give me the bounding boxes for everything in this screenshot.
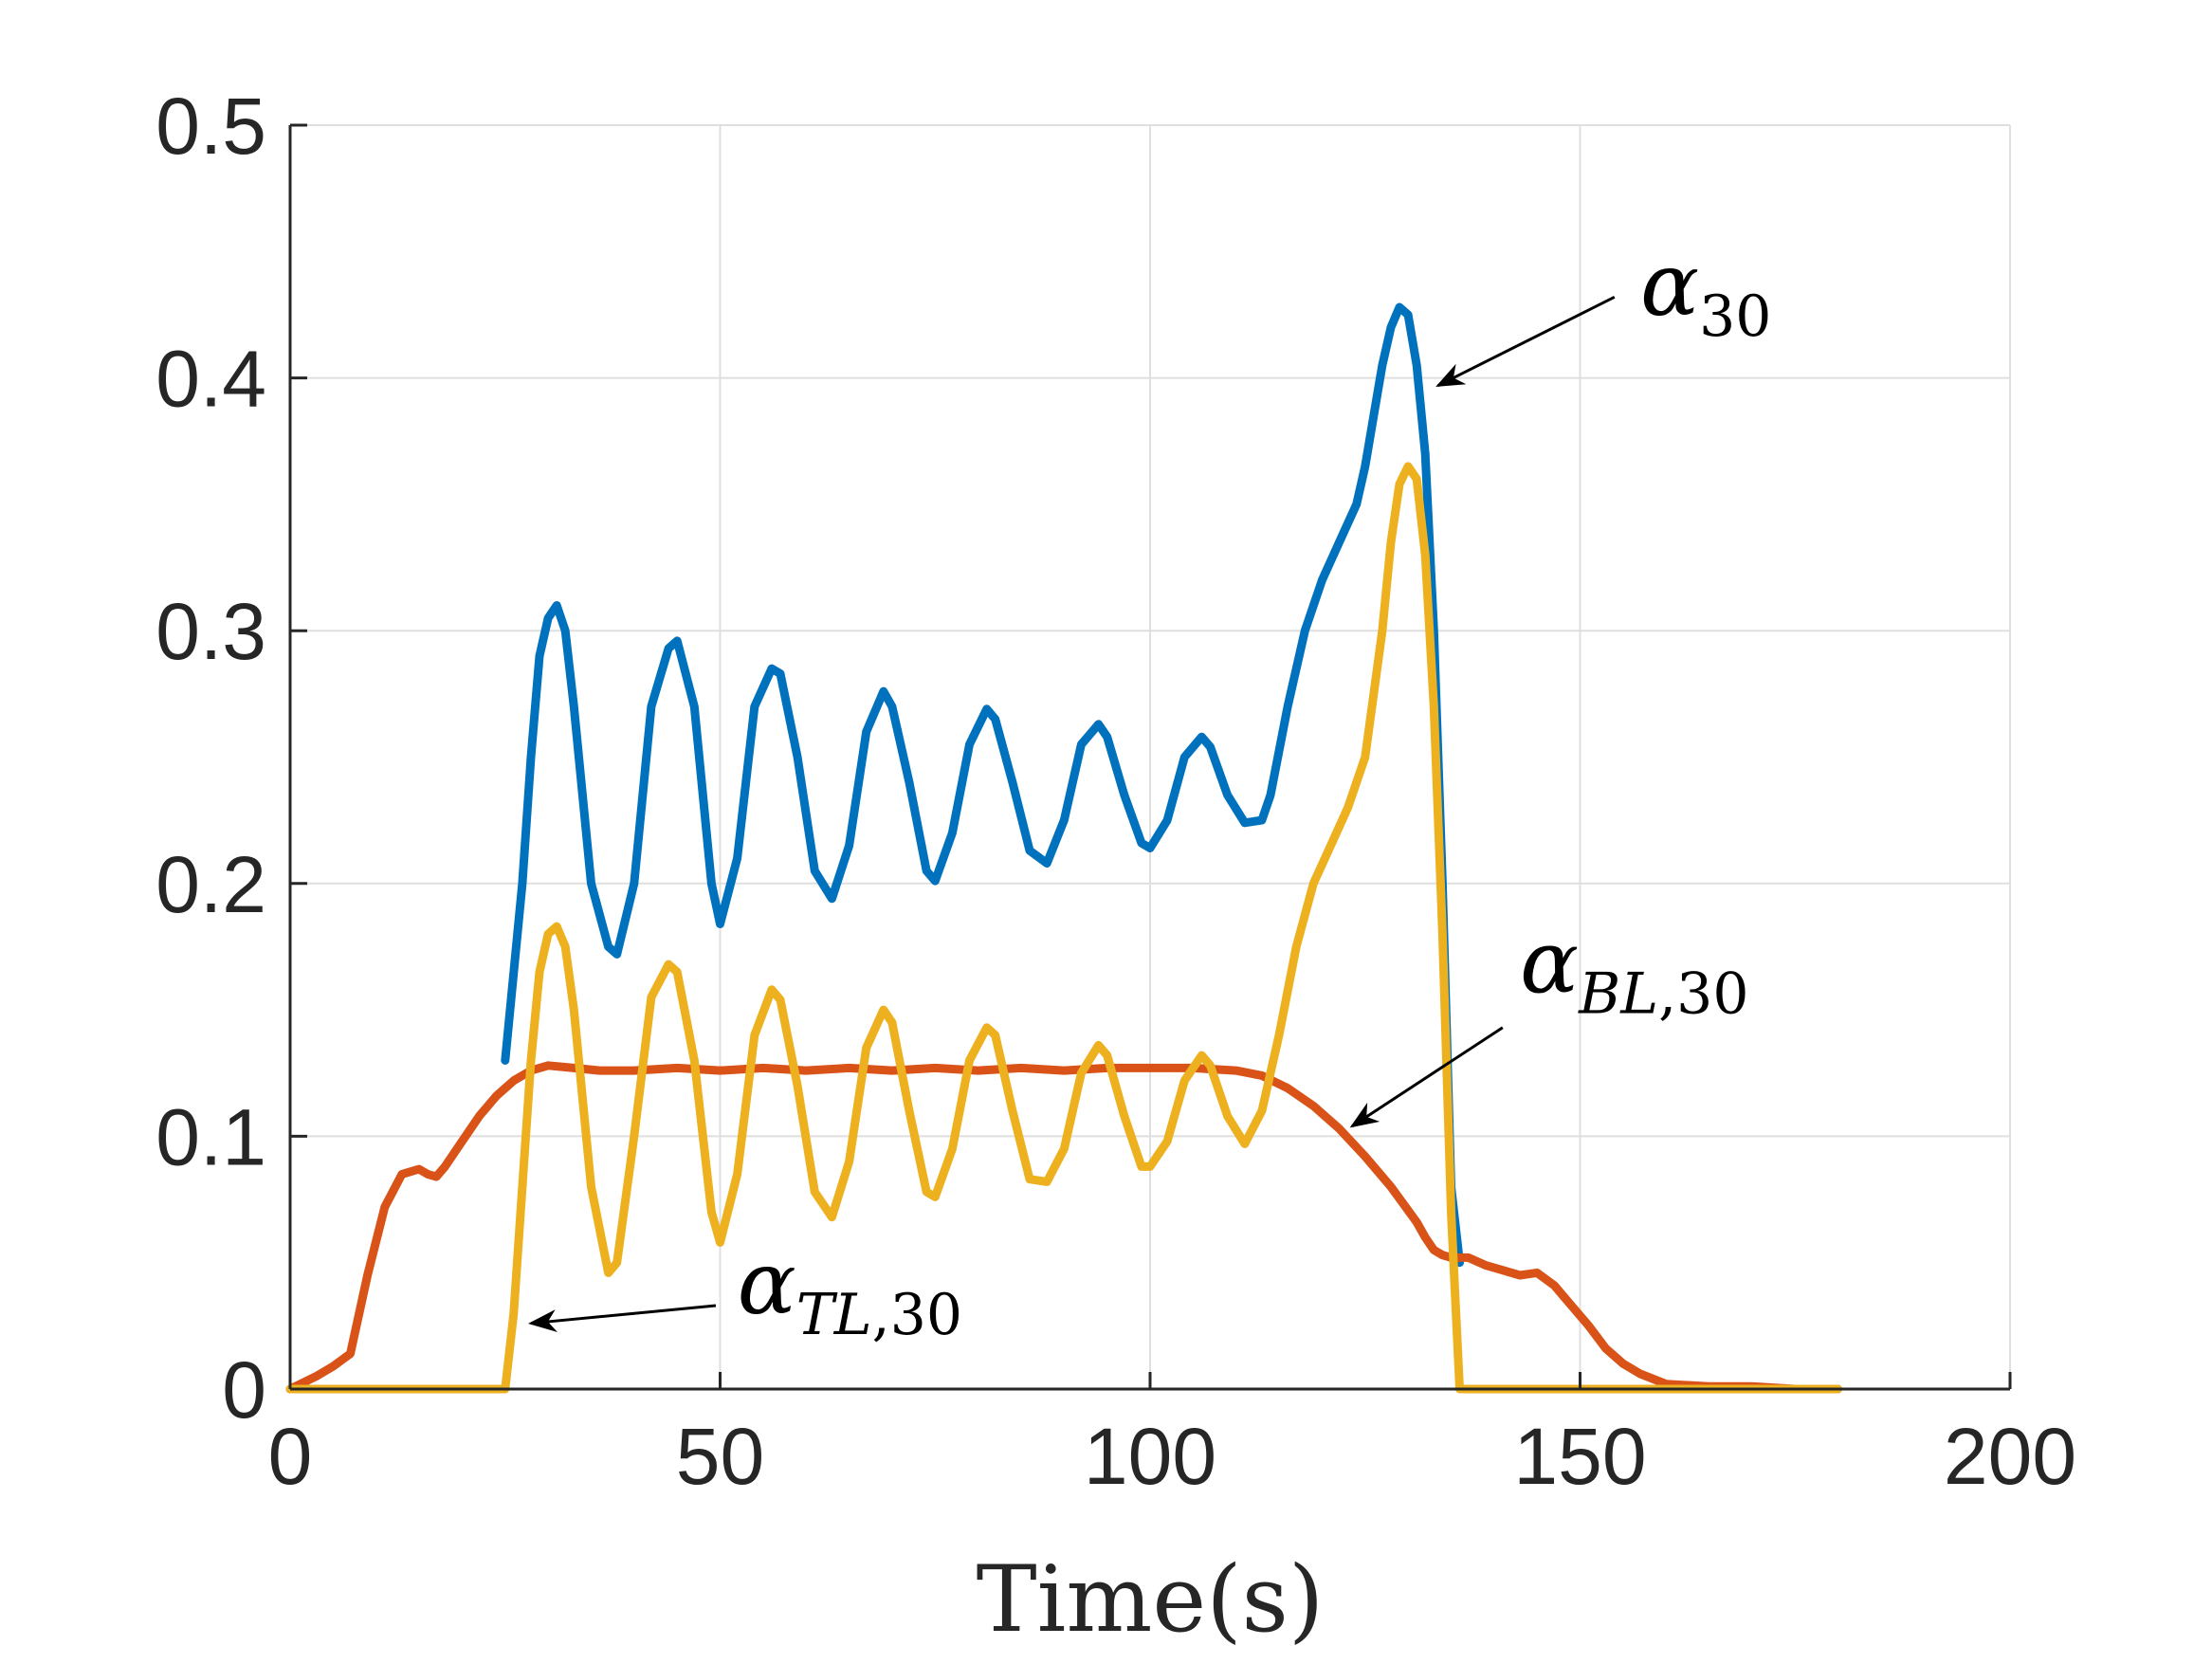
x-tick-label: 200: [1944, 1412, 2076, 1501]
annotation-arrow: [1435, 295, 1616, 387]
y-tick-label: 0.2: [155, 840, 266, 929]
x-tick-label: 50: [676, 1412, 764, 1501]
x-tick-label: 150: [1513, 1412, 1646, 1501]
y-tick-label: 0.5: [155, 82, 266, 171]
axes: [288, 123, 2012, 1391]
x-tick-label: 100: [1084, 1412, 1216, 1501]
series-line-alpha-30: [501, 302, 1464, 1268]
y-tick-label: 0.3: [155, 587, 266, 676]
annotation-label: α30: [1640, 234, 1772, 350]
x-tick-label: 0: [268, 1412, 313, 1501]
x-axis-title: Time(s): [977, 1546, 1325, 1653]
series-line-alpha-tl-30: [285, 462, 1843, 1394]
grid-lines: [290, 124, 2011, 1389]
y-tick-label: 0.1: [155, 1092, 266, 1181]
annotation-arrow: [1349, 1026, 1504, 1128]
annotation-label: αBL,30: [1520, 911, 1749, 1027]
annotation-arrow: [527, 1304, 717, 1333]
annotation-label: αTL,30: [738, 1233, 962, 1348]
tick-labels: 0 50 100 150 200 0 0.1 0.2 0.3 0.4 0.5: [155, 82, 2076, 1501]
y-tick-label: 0: [222, 1345, 266, 1435]
series-layer: [285, 302, 1843, 1394]
annotations: α30 αBL,30 αTL,30: [527, 234, 1772, 1348]
y-tick-label: 0.4: [155, 335, 266, 424]
